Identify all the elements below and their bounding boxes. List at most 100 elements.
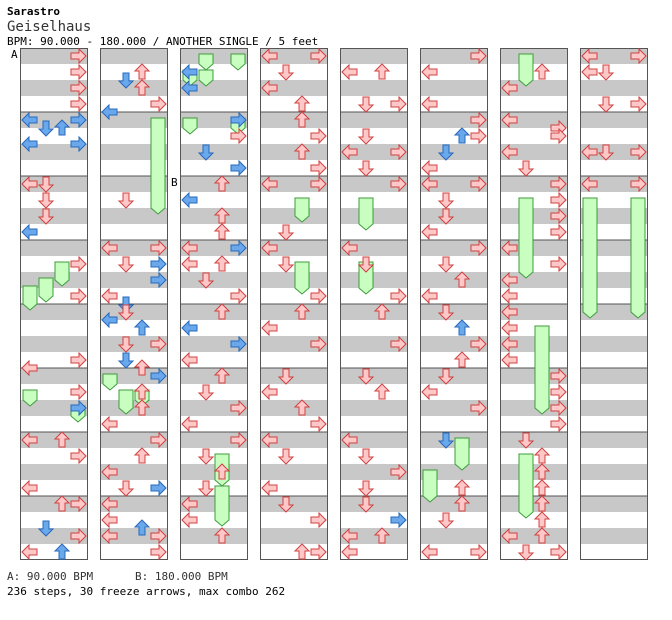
- step-arrow: [230, 335, 247, 353]
- stripe: [500, 272, 568, 288]
- step-arrow: [101, 287, 118, 305]
- freeze-arrow: [182, 117, 198, 135]
- stripe: [500, 144, 568, 160]
- step-arrow: [101, 103, 118, 121]
- step-arrow: [421, 543, 438, 561]
- stripe: [100, 464, 168, 480]
- freeze-arrow: [22, 389, 38, 407]
- step-arrow: [261, 431, 278, 449]
- stripe: [20, 336, 88, 352]
- stripe: [420, 336, 488, 352]
- column-border: [340, 48, 408, 560]
- stripe: [580, 336, 648, 352]
- step-arrow: [310, 543, 327, 561]
- step-arrow: [197, 272, 215, 289]
- stripe: [100, 336, 168, 352]
- freeze-arrow: [22, 285, 38, 311]
- step-arrow: [70, 111, 87, 129]
- step-arrow: [181, 495, 198, 513]
- step-arrow: [373, 303, 391, 320]
- step-arrow: [373, 63, 391, 80]
- stripe: [180, 304, 248, 320]
- step-arrow: [293, 111, 311, 128]
- step-arrow: [501, 239, 518, 257]
- freeze-arrow: [38, 277, 54, 303]
- stripe: [20, 208, 88, 224]
- freeze-arrow: [518, 197, 534, 279]
- stripe: [100, 432, 168, 448]
- step-arrow: [21, 479, 38, 497]
- step-arrow: [550, 191, 567, 209]
- stripe: [500, 176, 568, 192]
- step-arrow: [533, 511, 551, 528]
- stripe: [100, 48, 168, 64]
- step-arrow: [630, 95, 647, 113]
- stripe: [420, 400, 488, 416]
- step-arrow: [421, 95, 438, 113]
- stripe: [180, 80, 248, 96]
- step-arrow: [37, 176, 55, 193]
- stripe: [580, 48, 648, 64]
- stripe: [340, 368, 408, 384]
- step-arrow: [133, 79, 151, 96]
- step-arrow: [261, 47, 278, 65]
- step-arrow: [470, 175, 487, 193]
- step-arrow: [470, 335, 487, 353]
- stripe: [420, 528, 488, 544]
- step-arrow: [390, 511, 407, 529]
- step-arrow: [70, 255, 87, 273]
- stripe: [20, 272, 88, 288]
- column-border: [100, 48, 168, 560]
- step-arrow: [181, 351, 198, 369]
- step-arrow: [70, 495, 87, 513]
- step-arrow: [21, 175, 38, 193]
- step-arrow: [197, 480, 215, 497]
- step-arrow: [150, 527, 167, 545]
- chart-column: [20, 48, 88, 560]
- stripe: [340, 144, 408, 160]
- step-arrow: [293, 399, 311, 416]
- chart-stats: 236 steps, 30 freeze arrows, max combo 2…: [7, 585, 286, 598]
- step-arrow: [357, 256, 375, 273]
- step-arrow: [21, 135, 38, 153]
- step-arrow: [230, 287, 247, 305]
- freeze-arrow: [294, 261, 310, 295]
- chart-column: [340, 48, 408, 560]
- step-arrow: [37, 208, 55, 225]
- step-arrow: [341, 239, 358, 257]
- step-arrow: [550, 175, 567, 193]
- step-arrow: [70, 63, 87, 81]
- step-arrow: [101, 495, 118, 513]
- step-arrow: [437, 192, 455, 209]
- step-arrow: [150, 431, 167, 449]
- step-arrow: [390, 287, 407, 305]
- freeze-arrow: [198, 69, 214, 87]
- step-arrow: [261, 239, 278, 257]
- step-arrow: [197, 144, 215, 161]
- step-arrow: [550, 399, 567, 417]
- stripe: [180, 496, 248, 512]
- column-border: [260, 48, 328, 560]
- column-border: [20, 48, 88, 560]
- step-arrow: [581, 175, 598, 193]
- step-arrow: [70, 527, 87, 545]
- stripe: [420, 304, 488, 320]
- column-border: [580, 48, 648, 560]
- step-arrow: [581, 63, 598, 81]
- step-arrow: [197, 448, 215, 465]
- stripe: [180, 144, 248, 160]
- step-arrow: [470, 111, 487, 129]
- step-arrow: [101, 463, 118, 481]
- stripe: [420, 496, 488, 512]
- stripe: [20, 528, 88, 544]
- step-arrow: [181, 239, 198, 257]
- step-arrow: [21, 111, 38, 129]
- freeze-arrow: [358, 261, 374, 295]
- step-arrow: [453, 127, 471, 144]
- stripe: [260, 304, 328, 320]
- step-arrow: [37, 520, 55, 537]
- step-arrow: [501, 319, 518, 337]
- step-arrow: [101, 527, 118, 545]
- stripe: [260, 432, 328, 448]
- step-arrow: [310, 415, 327, 433]
